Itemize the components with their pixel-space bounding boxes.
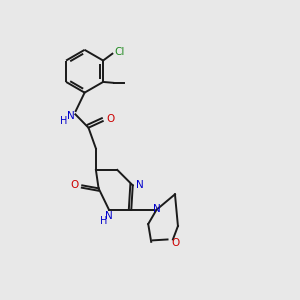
Text: O: O bbox=[172, 238, 180, 248]
Text: H: H bbox=[60, 116, 68, 126]
Text: N: N bbox=[104, 211, 112, 221]
Text: H: H bbox=[100, 216, 107, 226]
Text: N: N bbox=[136, 180, 144, 190]
Text: O: O bbox=[106, 114, 115, 124]
Text: O: O bbox=[70, 180, 79, 190]
Text: Cl: Cl bbox=[114, 47, 125, 57]
Text: N: N bbox=[153, 204, 160, 214]
Text: N: N bbox=[67, 110, 74, 121]
